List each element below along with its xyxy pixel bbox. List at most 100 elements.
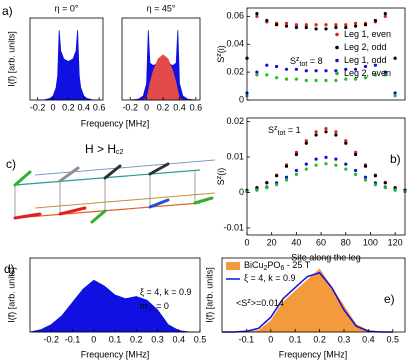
x-tick-label: 0.6 [93, 102, 106, 112]
x-tick-label: 20 [267, 237, 277, 247]
data-point [265, 63, 269, 67]
axis-frame [246, 117, 406, 236]
data-point [314, 157, 318, 161]
data-point [324, 23, 328, 27]
text-part: >=0.014 [251, 298, 284, 308]
data-point [294, 25, 298, 30]
x-tick-label: 0.5 [387, 334, 400, 344]
text-part: ⊥ [148, 306, 154, 313]
text-part: ξ = 4, k = 0.9 [244, 273, 296, 283]
text-part: (i) [216, 45, 226, 53]
y-tick-label: 0.06 [226, 11, 244, 21]
series-area [29, 279, 200, 333]
x-tick-label: 0.4 [173, 102, 186, 112]
data-point [314, 130, 318, 134]
text-part: = 8 [307, 56, 322, 66]
y-tick-label: 0 [239, 94, 244, 104]
data-point [383, 14, 387, 18]
x-axis-label: Site along the leg [291, 252, 361, 262]
text-part: <S [236, 298, 247, 308]
text-part: 2 [264, 265, 268, 272]
data-point [363, 178, 368, 182]
data-point [265, 181, 269, 185]
y-tick-label: -0.01 [223, 222, 244, 232]
data-point [294, 77, 298, 81]
x-tick-label: -0.1 [239, 334, 255, 344]
text-part: S [290, 56, 296, 66]
axis-frame [29, 17, 104, 101]
annotation: ξ = 4, k = 0.9 [140, 287, 192, 297]
text-part: S [216, 179, 226, 185]
axis-frame [246, 7, 406, 101]
data-point [393, 56, 397, 60]
x-tick-label: 0 [91, 334, 96, 344]
data-point [373, 174, 377, 178]
data-point [363, 23, 368, 27]
y-tick-label: 0 [239, 187, 244, 197]
data-point [334, 133, 338, 137]
y-tick-label: 0.01 [226, 151, 244, 161]
data-point [393, 94, 397, 98]
x-tick-label: 0.4 [362, 334, 375, 344]
x-tick-label: 0.2 [130, 334, 143, 344]
data-point [314, 23, 318, 27]
text-part: (i) [216, 168, 226, 176]
panel-title: η = 45° [147, 3, 176, 13]
y-tick-label: 0.02 [226, 116, 244, 126]
data-point [324, 27, 328, 31]
panel-title: η = 0° [55, 3, 79, 13]
x-tick-label: 0.2 [313, 334, 326, 344]
text-part: - 25 T [284, 260, 310, 270]
data-point [314, 78, 318, 83]
data-point [344, 77, 348, 81]
legend-marker [226, 262, 240, 270]
text-part: z [216, 175, 223, 179]
panel-label: e) [384, 292, 395, 306]
x-tick-label: 40 [291, 237, 301, 247]
data-point [304, 167, 308, 171]
data-point [314, 27, 318, 31]
text-part: H > H [85, 142, 116, 156]
data-point [314, 133, 318, 137]
data-point [363, 76, 368, 80]
data-point [344, 25, 348, 30]
x-tick-label: 0 [244, 237, 249, 247]
x-tick-label: 0.3 [151, 334, 164, 344]
data-point [373, 183, 377, 187]
x-tick-label: 0.3 [338, 334, 351, 344]
x-tick-label: 0.4 [78, 102, 91, 112]
data-point [284, 178, 289, 182]
y-tick-label: 0.04 [226, 39, 244, 49]
data-point [383, 186, 387, 190]
data-point [255, 188, 259, 192]
annotation: Sztot = 1 [268, 125, 301, 136]
data-point [393, 188, 397, 192]
data-point [304, 78, 308, 83]
x-tick-label: 0.2 [62, 102, 75, 112]
data-point [324, 127, 328, 131]
text-part: c2 [116, 149, 124, 156]
data-point [354, 77, 358, 81]
data-point [284, 175, 289, 179]
x-tick-label: 100 [363, 237, 378, 247]
legend-label: Leg 2, even [344, 68, 391, 78]
x-axis-label: Frequency [MHz] [279, 349, 348, 359]
data-point [304, 139, 308, 143]
data-point [304, 141, 308, 145]
text-part: z [274, 125, 278, 132]
data-point [255, 12, 259, 16]
data-point [383, 12, 387, 16]
data-point [363, 164, 368, 168]
x-tick-label: 0.2 [157, 102, 170, 112]
data-point [255, 14, 259, 18]
data-point [354, 24, 358, 28]
x-tick-label: -0.2 [43, 334, 59, 344]
data-point [324, 78, 328, 83]
data-point [294, 23, 298, 27]
y-axis-label: I(f) [arb. units] [6, 267, 16, 323]
data-point [354, 21, 358, 25]
annotation: m⊥ = 0 [140, 301, 169, 312]
data-point [344, 167, 348, 171]
data-point [284, 67, 289, 71]
